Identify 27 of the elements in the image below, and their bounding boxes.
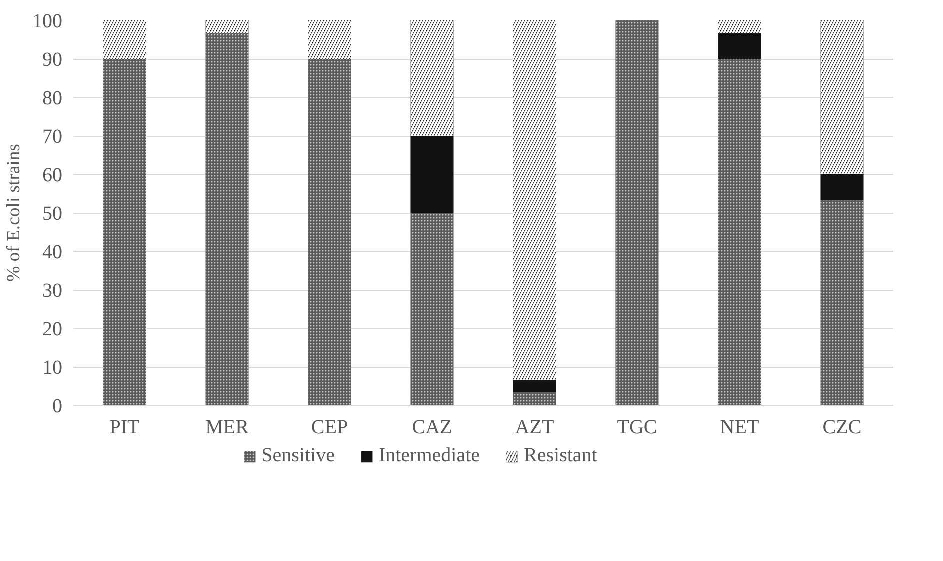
bar bbox=[820, 174, 864, 200]
legend-label: Sensitive bbox=[262, 444, 335, 468]
bar bbox=[718, 33, 762, 59]
y-tick-label: 20 bbox=[42, 318, 62, 340]
y-tick-label: 30 bbox=[42, 280, 62, 302]
y-tick-label: 50 bbox=[42, 203, 62, 225]
bar bbox=[513, 380, 556, 393]
x-tick-label: CEP bbox=[311, 416, 348, 438]
x-tick-label: TGC bbox=[617, 416, 658, 438]
bar bbox=[410, 136, 454, 213]
y-tick-label: 70 bbox=[42, 126, 62, 148]
y-axis-title: % of E.coli strains bbox=[4, 144, 24, 282]
y-tick-label: 40 bbox=[42, 242, 62, 264]
y-tick-label: 60 bbox=[42, 164, 62, 186]
x-tick-label: PIT bbox=[110, 416, 140, 438]
x-tick-label: MER bbox=[206, 416, 250, 438]
x-tick-label: AZT bbox=[515, 416, 554, 438]
legend-label: Resistant bbox=[524, 444, 598, 468]
y-tick-label: 0 bbox=[52, 396, 62, 418]
y-tick-label: 10 bbox=[42, 357, 62, 379]
y-tick-label: 90 bbox=[42, 49, 62, 71]
x-tick-label: CAZ bbox=[412, 416, 452, 438]
y-tick-label: 80 bbox=[42, 88, 62, 110]
legend-label: Intermediate bbox=[378, 444, 480, 468]
x-tick-label: NET bbox=[720, 416, 760, 438]
y-tick-label: 100 bbox=[32, 10, 62, 32]
x-tick-label: CZC bbox=[822, 416, 862, 438]
